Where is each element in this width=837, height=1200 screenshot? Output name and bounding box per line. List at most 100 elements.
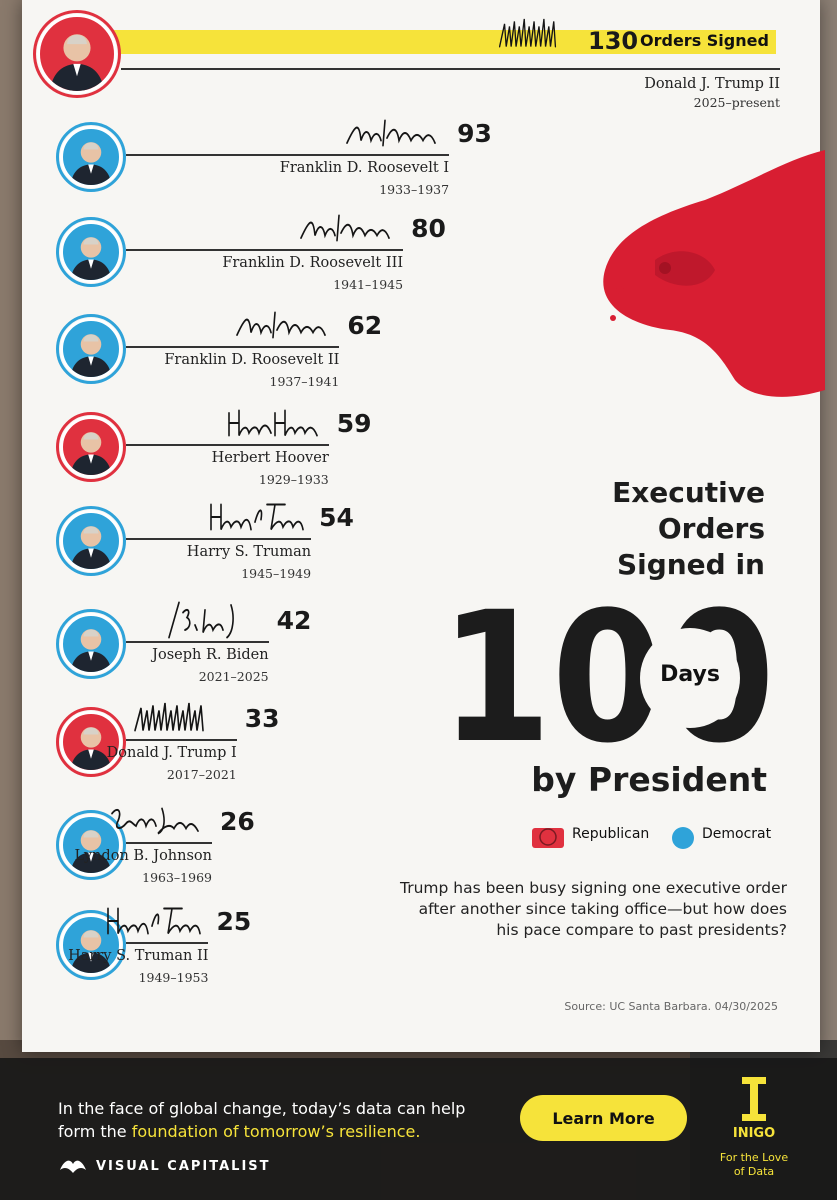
president-portrait — [60, 914, 122, 976]
president-portrait — [60, 318, 122, 380]
president-row: 26 Lyndon B. Johnson 1963–1969 — [0, 0, 837, 885]
chart-title: Executive Orders Signed in — [520, 475, 765, 583]
president-portrait — [60, 416, 122, 478]
president-name: Lyndon B. Johnson — [74, 848, 212, 864]
biden-signature-icon — [167, 601, 234, 639]
president-portrait — [60, 126, 122, 188]
term-years: 1937–1941 — [269, 374, 340, 389]
president-silhouette-icon — [70, 432, 112, 475]
president-row: 130 Donald J. Trump II 2025–present — [0, 0, 837, 110]
president-row: 59 Herbert Hoover 1929–1933 — [0, 0, 837, 487]
blood-splatter-decoration — [603, 150, 825, 397]
roosevelt-signature-icon — [236, 311, 327, 339]
term-years: 1963–1969 — [142, 870, 212, 885]
president-silhouette-icon — [70, 142, 112, 185]
term-years: 1945–1949 — [241, 566, 312, 581]
president-row: 93 Franklin D. Roosevelt I 1933–1937 — [0, 0, 837, 197]
order-count: 42 — [276, 606, 312, 635]
term-years: 2021–2025 — [198, 669, 269, 684]
president-name: Herbert Hoover — [211, 450, 329, 466]
order-count: 130 — [588, 27, 639, 55]
term-years: 1933–1937 — [379, 182, 450, 197]
president-row: 33 Donald J. Trump I 2017–2021 — [0, 0, 837, 782]
president-name: Franklin D. Roosevelt II — [164, 352, 340, 368]
title-line-2: Orders — [657, 512, 765, 545]
title-line-1: Executive — [612, 476, 765, 509]
truman-signature-icon — [210, 503, 304, 531]
term-years: 1929–1933 — [258, 472, 329, 487]
president-name: Joseph R. Biden — [152, 647, 269, 663]
term-years: 2017–2021 — [166, 767, 237, 782]
president-name: Harry S. Truman — [186, 544, 312, 560]
big-100-number: 100 — [440, 600, 775, 760]
truman-signature-icon — [107, 907, 202, 935]
president-silhouette-icon — [70, 930, 112, 973]
johnson-signature-icon — [111, 807, 199, 835]
footer-banner — [0, 1058, 837, 1200]
president-portrait — [37, 14, 117, 94]
president-name: Harry S. Truman II — [68, 948, 209, 964]
president-silhouette-icon — [70, 237, 112, 280]
trump-signature-icon — [498, 18, 557, 48]
value-leader-line — [126, 154, 450, 156]
order-count: 26 — [220, 807, 255, 836]
footer-text-plain: In the face of global change, today’s da… — [58, 1099, 466, 1141]
value-leader-line — [126, 842, 212, 844]
value-leader-line — [126, 346, 340, 348]
president-portrait — [60, 711, 122, 773]
title-line-4: by President — [531, 760, 767, 799]
order-count: 59 — [336, 409, 372, 438]
top-row-label: Orders Signed — [640, 31, 769, 50]
president-name: Franklin D. Roosevelt I — [279, 160, 450, 176]
source-note: Source: UC Santa Barbara. 04/30/2025 — [564, 1000, 778, 1013]
president-portrait — [60, 510, 122, 572]
president-row: 42 Joseph R. Biden 2021–2025 — [0, 0, 837, 684]
roosevelt-signature-icon — [300, 214, 390, 242]
footer-text-highlight: foundation of tomorrow’s resilience. — [131, 1122, 421, 1141]
paper-sheet — [22, 0, 820, 1052]
order-count: 80 — [411, 214, 446, 243]
footer-text: In the face of global change, today’s da… — [58, 1097, 478, 1143]
president-row: 54 Harry S. Truman 1945–1949 — [0, 0, 837, 581]
title-line-3: Signed in — [616, 548, 765, 581]
president-row: 25 Harry S. Truman II 1949–1953 — [0, 0, 837, 985]
legend-republican: Republican — [572, 826, 650, 842]
president-rows: 130 Donald J. Trump II 2025–present 93 Frank… — [0, 0, 837, 985]
legend-democrat: Democrat — [702, 826, 772, 842]
hoover-signature-icon — [227, 409, 318, 437]
trump-signature-icon — [133, 702, 204, 732]
visual-capitalist-logo-icon — [60, 1160, 86, 1173]
president-silhouette-icon — [70, 629, 112, 672]
president-silhouette-icon — [70, 830, 112, 873]
value-leader-line — [126, 538, 312, 540]
description-text: Trump has been busy signing one executiv… — [400, 879, 787, 939]
president-portrait — [60, 221, 122, 283]
value-leader-line — [126, 641, 269, 643]
republican-legend-icon — [532, 828, 564, 848]
top-row-highlight — [100, 30, 776, 54]
days-label: Days — [660, 662, 720, 687]
president-silhouette-icon — [49, 34, 105, 91]
inigo-tagline-line-2: of Data — [733, 1165, 775, 1178]
value-leader-line — [121, 68, 780, 70]
inigo-tagline-line-1: For the Love — [719, 1151, 789, 1164]
value-leader-line — [126, 942, 209, 944]
order-count: 54 — [319, 503, 354, 532]
order-count: 25 — [216, 907, 252, 936]
value-leader-line — [126, 444, 329, 446]
democrat-legend-icon — [672, 827, 694, 849]
president-name: Donald J. Trump I — [106, 745, 237, 761]
president-row: 62 Franklin D. Roosevelt II 1937–1941 — [0, 0, 837, 389]
learn-more-button[interactable]: Learn More — [520, 1095, 687, 1141]
inigo-tagline: For the Love of Data — [714, 1151, 794, 1179]
inigo-logo-icon — [742, 1077, 766, 1121]
president-silhouette-icon — [70, 526, 112, 569]
president-silhouette-icon — [70, 727, 112, 770]
president-silhouette-icon — [70, 334, 112, 377]
president-row: 80 Franklin D. Roosevelt III 1941–1945 — [0, 0, 837, 292]
order-count: 62 — [347, 311, 383, 340]
president-name: Franklin D. Roosevelt III — [222, 255, 404, 271]
president-portrait — [60, 814, 122, 876]
term-years: 1941–1945 — [333, 277, 404, 292]
order-count: 33 — [244, 704, 280, 733]
